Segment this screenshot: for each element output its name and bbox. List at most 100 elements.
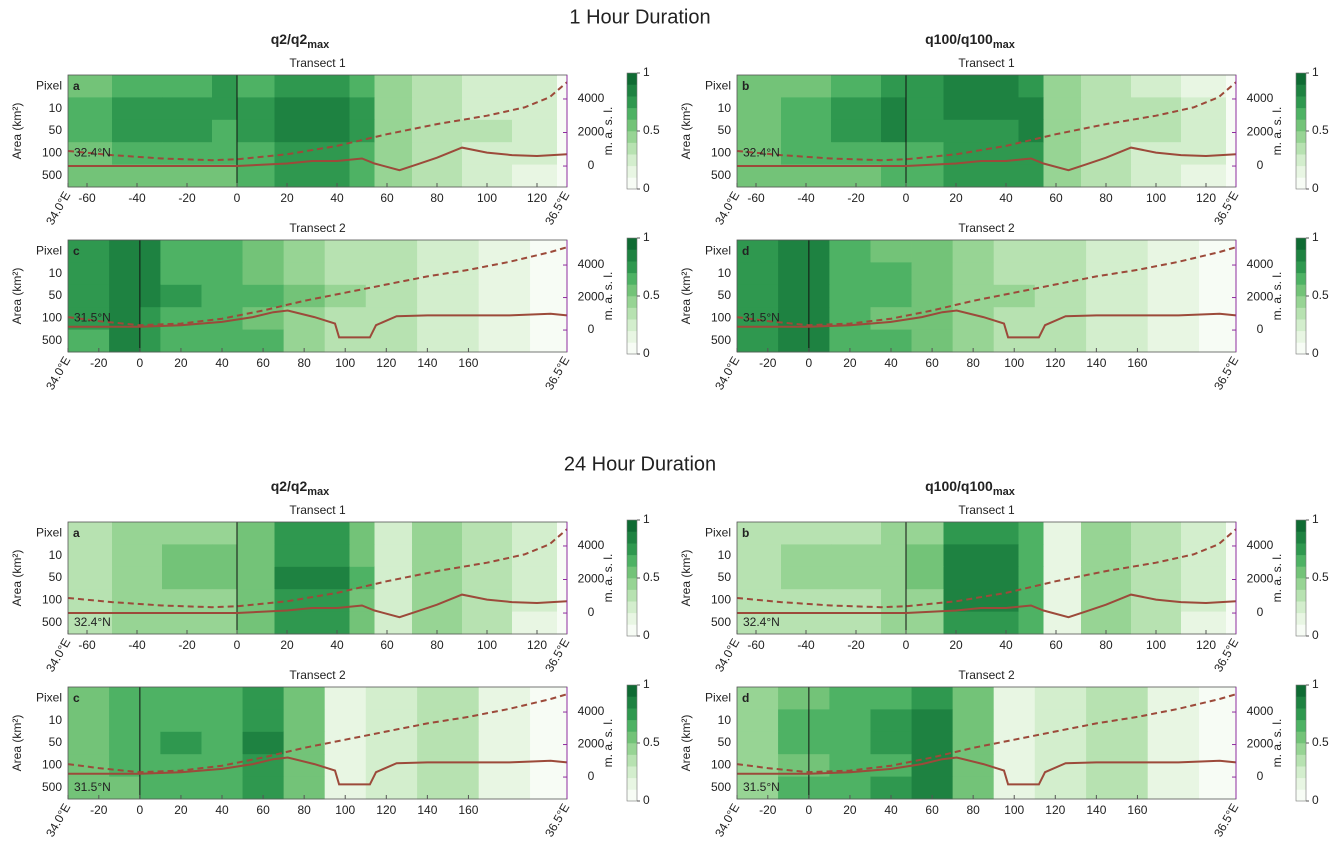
heatmap-cell — [781, 566, 832, 590]
colorbar-tick-label: 1 — [643, 230, 650, 244]
heatmap-cell — [952, 240, 995, 263]
heatmap-cell — [829, 329, 871, 353]
colorbar-swatch — [1296, 777, 1306, 790]
heatmap-cell — [1043, 522, 1082, 545]
heatmap-cell — [906, 75, 944, 98]
elevation-line — [67, 693, 568, 774]
heatmap-cell — [374, 589, 413, 612]
heatmap-cell — [512, 97, 558, 121]
heatmap-cell — [374, 75, 413, 98]
y-tick-label: 50 — [718, 735, 732, 749]
heatmap-cell — [911, 262, 954, 286]
heatmap-cell — [1131, 522, 1182, 545]
heatmap-cell — [68, 611, 113, 635]
heatmap-cell — [112, 611, 163, 635]
colorbar-swatch — [627, 566, 637, 579]
heatmap-cell — [831, 544, 882, 568]
colorbar-swatch — [1296, 578, 1306, 590]
colorbar-tick-label: 0.5 — [1312, 570, 1329, 584]
heatmap-cell — [237, 566, 275, 590]
heatmap-cell — [212, 97, 238, 121]
y2-tick-label: 4000 — [578, 257, 605, 271]
y-tick-label: 50 — [49, 570, 63, 584]
x-tick-label: 100 — [1146, 191, 1166, 205]
location-label: 32.4°N — [74, 146, 111, 160]
heatmap-cell — [1034, 776, 1087, 800]
heatmap-cell — [349, 522, 375, 545]
column-title: q2/q2max — [271, 478, 330, 498]
colorbar-swatch — [627, 284, 637, 297]
colorbar-swatch — [1296, 261, 1306, 274]
colorbar-swatch — [1296, 96, 1306, 109]
colorbar-swatch — [1296, 84, 1306, 97]
colorbar-tick-label: 0 — [643, 346, 650, 360]
colorbar-swatch — [627, 754, 637, 767]
heatmap-cell — [1131, 566, 1182, 590]
heatmap-cell — [274, 544, 350, 568]
colorbar-tick-label: 1 — [643, 65, 650, 79]
heatmap-cell — [870, 731, 912, 755]
location-label: 31.5°N — [74, 311, 111, 325]
heatmap-cell — [808, 284, 830, 308]
heatmap-cell — [160, 776, 202, 800]
location-label: 31.5°N — [74, 780, 111, 794]
heatmap-cell — [778, 240, 810, 263]
y-tick-label: 100 — [711, 146, 731, 160]
heatmap-cell — [349, 97, 375, 121]
y-tick-label: 500 — [42, 780, 62, 794]
heatmap-cell — [139, 776, 161, 800]
heatmap-cell — [201, 262, 243, 286]
x-tick-label: 34.0°E — [712, 801, 742, 839]
y-tick-label: 500 — [711, 168, 731, 182]
heatmap-cell — [737, 240, 779, 263]
x-tick-label: 0 — [806, 803, 813, 817]
heatmap-cell — [1181, 522, 1227, 545]
y-tick-label: 10 — [49, 101, 63, 115]
x-tick-label: 20 — [843, 803, 857, 817]
heatmap-cell — [139, 754, 161, 777]
x-tick-label: -20 — [178, 191, 196, 205]
heatmap-cell — [943, 75, 1019, 98]
heatmap-cell — [242, 240, 285, 263]
heatmap-cell — [412, 522, 463, 545]
x-tick-label: 20 — [280, 638, 294, 652]
y-axis-label: Area (km²) — [679, 268, 693, 325]
heatmap-cell — [109, 240, 141, 263]
heatmap-cell — [68, 329, 110, 353]
panel-letter: d — [742, 691, 749, 705]
panel-letter: c — [73, 691, 80, 705]
heatmap-cell — [68, 754, 110, 777]
column-title-sub: max — [993, 486, 1016, 498]
colorbar-tick-label: 0 — [643, 181, 650, 195]
heatmap-cell — [943, 164, 1019, 188]
colorbar-swatch — [627, 777, 637, 790]
colorbar-swatch — [627, 743, 637, 755]
y2-axis-label: m. a. s. l. — [1270, 107, 1284, 156]
elevation-line — [67, 246, 568, 327]
colorbar-swatch — [627, 238, 637, 250]
y-tick-label: Pixel — [36, 525, 62, 539]
heatmap-cell — [1199, 329, 1237, 353]
x-tick-label: 0 — [137, 803, 144, 817]
heatmap-cell — [1147, 776, 1200, 800]
colorbar-swatch — [1296, 696, 1306, 709]
heatmap-cell — [1226, 566, 1237, 590]
elevation-line — [68, 593, 568, 619]
x-tick-label: 40 — [330, 638, 344, 652]
heatmap-cell — [365, 731, 418, 755]
heatmap-cell — [162, 522, 213, 545]
x-tick-label: 20 — [174, 803, 188, 817]
x-tick-label: -60 — [78, 638, 96, 652]
y-tick-label: 500 — [711, 780, 731, 794]
heatmap-cell — [1226, 97, 1237, 121]
heatmap-cell — [201, 687, 243, 710]
y-axis-label: Area (km²) — [679, 550, 693, 607]
heatmap-cell — [881, 164, 907, 188]
heatmap-cell — [417, 687, 480, 710]
heatmap-cell — [242, 776, 285, 800]
heatmap-cell — [109, 687, 141, 710]
heatmap-cell — [881, 566, 907, 590]
heatmap-cell — [1199, 240, 1237, 263]
heatmap-cell — [1081, 164, 1132, 188]
heatmap-cell — [212, 589, 238, 612]
